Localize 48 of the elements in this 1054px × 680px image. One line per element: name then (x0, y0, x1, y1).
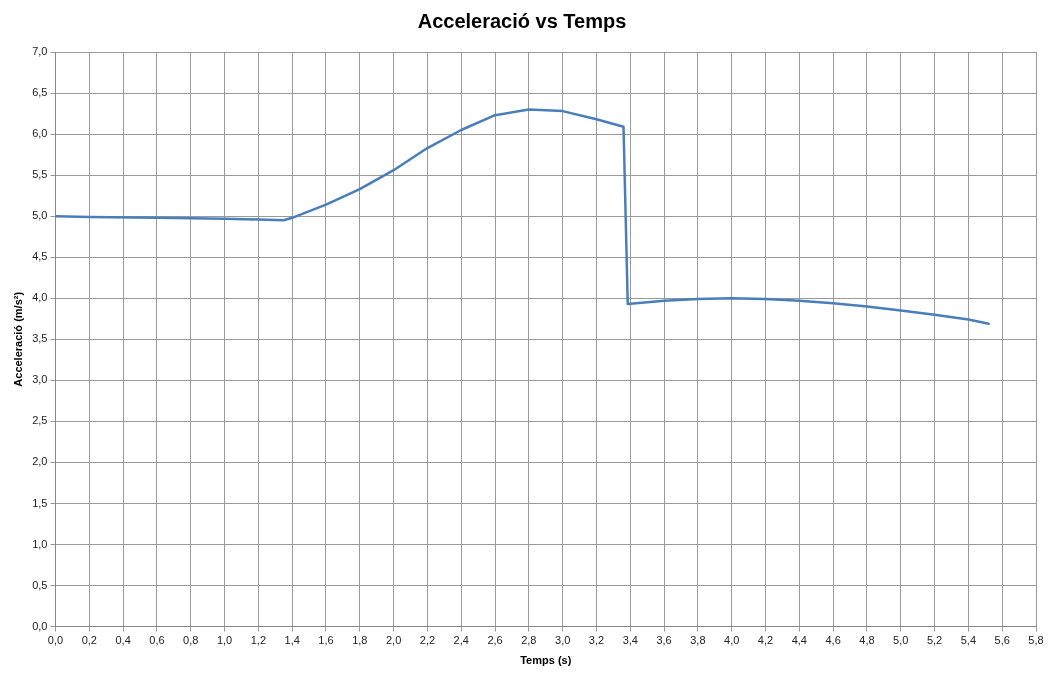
y-tick-label: 3,0 (32, 373, 48, 386)
y-tick-label: 1,5 (32, 496, 48, 509)
x-tick-label: 3,2 (588, 634, 605, 647)
x-tick-label: 2,6 (487, 634, 503, 647)
x-tick-label: 1,8 (352, 634, 368, 647)
x-tick-label: 2,0 (385, 634, 402, 647)
y-tick-label: 6,0 (32, 127, 48, 140)
x-tick-label: 1,4 (284, 634, 300, 647)
chart-title: Acceleració vs Temps (417, 9, 627, 32)
x-tick-label: 1,6 (318, 634, 334, 647)
y-tick-label: 0,0 (32, 619, 48, 632)
y-tick-label: 4,0 (32, 291, 48, 304)
y-tick-label: 5,5 (32, 168, 48, 181)
x-tick-label: 5,0 (893, 634, 909, 647)
y-tick-label: 0,5 (32, 578, 48, 591)
x-tick-label: 5,4 (960, 634, 977, 647)
x-tick-label: 0,6 (149, 634, 165, 647)
y-tick-label: 5,0 (32, 209, 48, 222)
x-tick-label: 5,2 (926, 634, 943, 647)
x-tick-label: 0,0 (47, 634, 64, 647)
x-tick-label: 4,2 (757, 634, 774, 647)
x-axis-title: Temps (s) (520, 654, 572, 667)
y-tick-label: 6,5 (32, 86, 48, 99)
x-tick-label: 4,4 (791, 634, 807, 647)
x-tick-label: 3,4 (622, 634, 638, 647)
x-tick-label: 2,2 (419, 634, 436, 647)
x-tick-label: 0,4 (115, 634, 131, 647)
x-tick-label: 4,0 (724, 634, 740, 647)
y-tick-label: 1,0 (32, 537, 48, 550)
x-tick-label: 1,2 (250, 634, 266, 647)
x-tick-label: 3,8 (690, 634, 706, 647)
x-tick-label: 3,6 (656, 634, 672, 647)
x-tick-label: 3,0 (555, 634, 571, 647)
x-tick-label: 0,8 (183, 634, 199, 647)
y-axis-title: Acceleració (m/s²) (11, 291, 24, 387)
y-tick-label: 7,0 (32, 45, 48, 58)
x-tick-label: 2,8 (521, 634, 537, 647)
x-tick-label: 5,8 (1028, 634, 1044, 647)
y-tick-label: 2,0 (32, 455, 48, 468)
y-tick-label: 2,5 (32, 414, 48, 427)
x-tick-label: 0,2 (81, 634, 97, 647)
x-tick-label: 4,8 (859, 634, 875, 647)
y-tick-label: 4,5 (32, 250, 48, 263)
x-tick-label: 4,6 (825, 634, 841, 647)
x-tick-label: 5,6 (994, 634, 1010, 647)
x-tick-label: 2,4 (453, 634, 469, 647)
x-tick-label: 1,0 (216, 634, 233, 647)
y-tick-label: 3,5 (32, 332, 48, 345)
